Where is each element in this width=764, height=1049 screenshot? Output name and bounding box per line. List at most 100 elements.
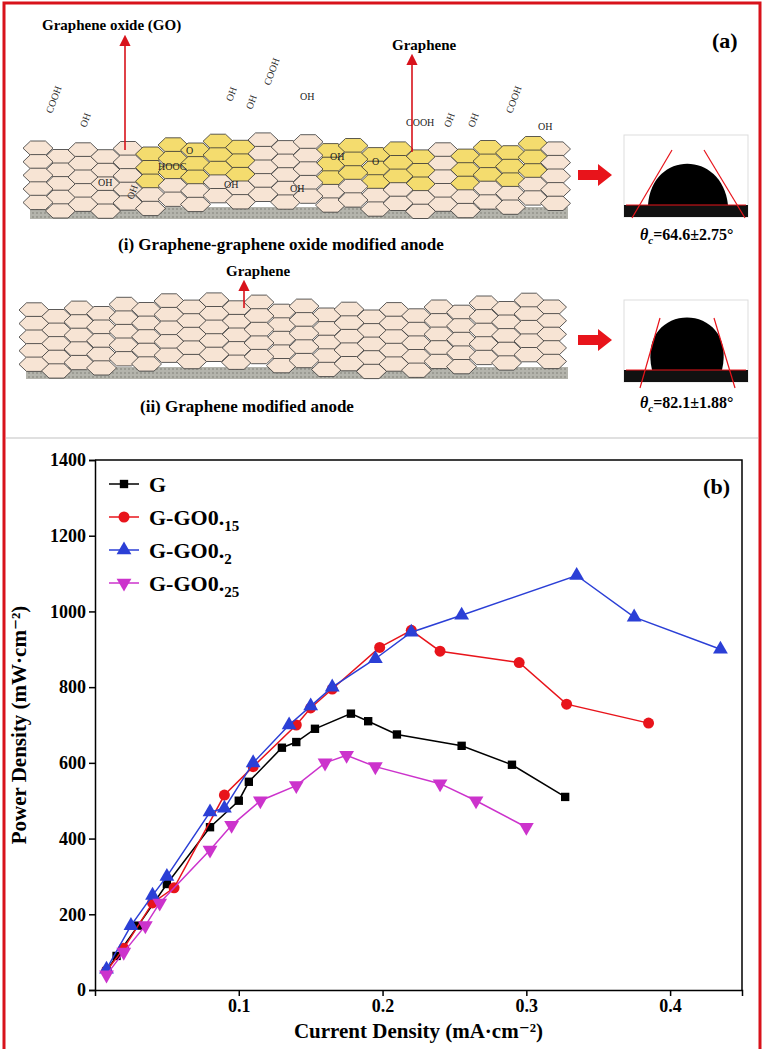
data-point <box>627 609 642 622</box>
graphene-cell <box>338 179 368 193</box>
y-tick: 0 <box>77 980 95 1000</box>
graphene-cell <box>23 141 53 155</box>
functional-group: OH <box>224 179 238 190</box>
y-tick-label: 0 <box>77 980 86 1000</box>
graphene-cell <box>289 299 319 313</box>
data-point <box>318 759 333 772</box>
graphene-cell <box>181 197 211 211</box>
data-point <box>457 742 465 750</box>
functional-group: O <box>372 156 379 167</box>
functional-group: OH <box>300 91 314 102</box>
y-tick: 400 <box>59 829 95 849</box>
droplet-frame <box>624 135 748 217</box>
graphene-cell <box>289 353 319 367</box>
tangent-line <box>714 318 735 388</box>
data-point <box>311 725 319 733</box>
callout-arrow <box>411 56 413 152</box>
baseline <box>626 370 746 371</box>
data-point <box>514 657 525 668</box>
data-point <box>235 797 243 805</box>
functional-group: HOOC <box>158 161 187 172</box>
graphene-cell <box>293 135 323 149</box>
data-point <box>253 796 268 809</box>
legend-item: G <box>109 472 166 497</box>
graphene-oxide-cell <box>338 166 368 180</box>
y-tick-label: 200 <box>59 905 86 925</box>
y-axis-line <box>89 461 96 991</box>
graphene-cell <box>244 349 274 363</box>
data-point <box>404 624 419 637</box>
x-axis-title: Current Density (mA·cm⁻²) <box>294 1019 543 1043</box>
x-tick-label: 0.4 <box>659 996 682 1016</box>
data-point <box>303 698 318 711</box>
y-tick-label: 1000 <box>50 602 86 622</box>
x-tick-label: 0.1 <box>228 996 251 1016</box>
callout-label: Graphene <box>392 37 457 53</box>
legend-item: G-GO0.2 <box>109 538 232 567</box>
water-droplet <box>650 318 723 371</box>
panel-letter: (a) <box>712 28 738 53</box>
x-tick: 0.4 <box>659 990 682 1016</box>
legend-label: G-GO0.2 <box>149 538 232 567</box>
data-point <box>282 716 297 729</box>
y-tick: 1200 <box>50 526 95 546</box>
x-tick: 0.1 <box>228 990 251 1016</box>
x-tick: 0.2 <box>372 990 395 1016</box>
graphene-cell <box>87 361 117 375</box>
graphene-cell <box>451 203 481 217</box>
x-tick-label: 0.3 <box>516 996 539 1016</box>
droplet-surface <box>624 205 748 217</box>
figure: (a)COOHOHOHOHCOOHOHHOOCOOHOHOHOCOOHOHOHC… <box>0 0 764 1049</box>
functional-group: COOH <box>504 84 524 114</box>
graphene-cell <box>289 313 319 327</box>
data-point <box>561 793 569 801</box>
data-point <box>508 761 516 769</box>
legend-label: G-GO0.25 <box>149 571 239 600</box>
legend-label: G-GO0.15 <box>149 505 239 534</box>
data-point <box>145 887 160 900</box>
y-tick-mark <box>89 990 95 992</box>
data-point <box>116 948 131 961</box>
series-line <box>107 575 721 969</box>
data-point <box>278 744 286 752</box>
data-point <box>561 699 572 710</box>
legend-symbol <box>119 512 130 523</box>
y-tick: 800 <box>59 677 95 697</box>
callout-label: Graphene <box>226 263 291 279</box>
graphene-cell <box>537 354 567 368</box>
data-point <box>99 971 114 984</box>
x-axis-line <box>96 991 743 997</box>
legend-label: G <box>149 472 166 497</box>
graphene-cell <box>244 295 274 309</box>
data-point <box>713 641 728 654</box>
functional-group: OH <box>442 111 457 128</box>
data-point <box>245 778 253 786</box>
y-tick: 1000 <box>50 602 95 622</box>
contact-angle: θc=64.6±2.75° <box>640 226 734 246</box>
y-tick: 600 <box>59 753 95 773</box>
data-point <box>159 868 174 881</box>
functional-group: COOH <box>262 56 282 86</box>
sheet-row: Graphene(ii) Graphene modified anodeθc=8… <box>19 263 748 416</box>
functional-group: OH <box>244 93 259 110</box>
graphene-cell <box>244 336 274 350</box>
data-point <box>203 846 218 859</box>
functional-group: OH <box>330 151 344 162</box>
y-tick-mark <box>89 763 95 765</box>
data-point <box>224 821 239 834</box>
legend-symbol <box>117 541 132 554</box>
data-point <box>219 790 230 801</box>
functional-group: OH <box>125 183 140 200</box>
x-tick: 0.3 <box>516 990 539 1016</box>
data-point <box>454 607 469 620</box>
data-point <box>152 899 167 912</box>
data-point <box>368 762 383 775</box>
sheet-row: COOHOHOHOHCOOHOHHOOCOOHOHOHOCOOHOHOHCOOH… <box>23 17 748 254</box>
contact-angle: θc=82.1±1.88° <box>640 394 734 414</box>
callout-label: Graphene oxide (GO) <box>42 17 181 34</box>
graphene-cell <box>289 340 319 354</box>
data-point <box>289 781 304 794</box>
data-point <box>393 730 401 738</box>
y-tick-label: 1200 <box>50 526 86 546</box>
functional-group: COOH <box>44 84 64 114</box>
